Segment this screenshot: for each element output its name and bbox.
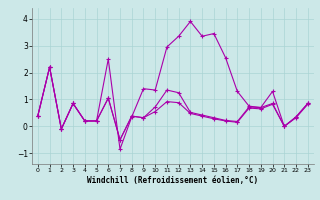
X-axis label: Windchill (Refroidissement éolien,°C): Windchill (Refroidissement éolien,°C) — [87, 176, 258, 185]
